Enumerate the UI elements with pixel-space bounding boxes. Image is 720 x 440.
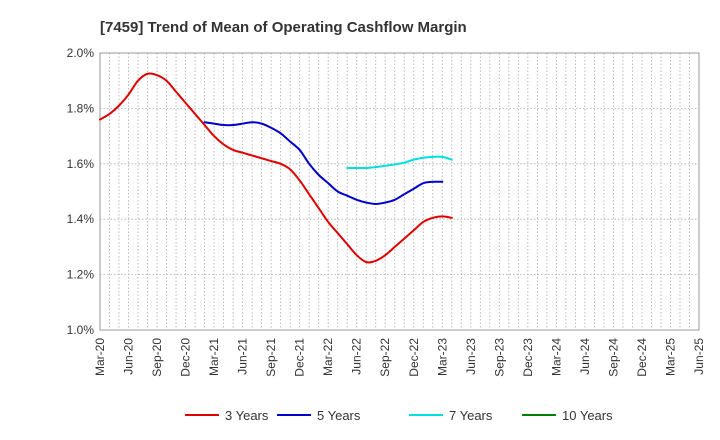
series-line-5-years	[203, 121, 444, 205]
y-tick-label: 2.0%	[67, 46, 95, 60]
x-axis-ticks: Mar-20 Jun-20 Sep-20 Dec-20 Mar-21 Jun-21 Sep-…	[93, 338, 706, 377]
y-tick-label: 1.6%	[67, 157, 95, 171]
x-tick-label: Mar-22	[321, 338, 335, 376]
x-tick-label: Dec-24	[635, 338, 649, 377]
x-tick-label: Sep-21	[264, 338, 278, 377]
legend-label-3-years: 3 Years	[225, 408, 269, 423]
legend: 3 Years 5 Years 7 Years 10 Years	[185, 408, 613, 423]
legend-label-7-years: 7 Years	[449, 408, 493, 423]
series-line-7-years	[346, 155, 453, 170]
x-tick-label: Jun-23	[464, 338, 478, 375]
x-tick-label: Mar-25	[663, 338, 677, 376]
x-tick-label: Mar-23	[435, 338, 449, 376]
legend-label-10-years: 10 Years	[562, 408, 613, 423]
x-tick-label: Jun-25	[692, 338, 706, 375]
plot-frame	[99, 52, 700, 331]
chart-title: [7459] Trend of Mean of Operating Cashfl…	[100, 19, 467, 36]
grid-layer	[100, 53, 699, 330]
x-tick-label: Mar-20	[93, 338, 107, 376]
y-tick-label: 1.2%	[67, 268, 95, 282]
x-tick-label: Jun-20	[122, 338, 136, 375]
x-tick-label: Sep-24	[606, 338, 620, 377]
x-tick-label: Sep-22	[378, 338, 392, 377]
x-tick-label: Dec-23	[521, 338, 535, 377]
x-tick-label: Dec-22	[407, 338, 421, 377]
y-tick-label: 1.8%	[67, 101, 95, 115]
y-axis-ticks: 1.0% 1.2% 1.4% 1.6% 1.8% 2.0%	[67, 46, 95, 337]
series-line-3-years	[99, 72, 453, 264]
series-layer	[99, 72, 453, 264]
x-tick-label: Jun-21	[236, 338, 250, 375]
x-tick-label: Dec-21	[293, 338, 307, 377]
x-tick-label: Mar-24	[549, 338, 563, 376]
y-tick-label: 1.4%	[67, 212, 95, 226]
x-tick-label: Sep-20	[150, 338, 164, 377]
legend-label-5-years: 5 Years	[317, 408, 361, 423]
x-tick-label: Sep-23	[492, 338, 506, 377]
x-tick-label: Mar-21	[207, 338, 221, 376]
x-tick-label: Dec-20	[179, 338, 193, 377]
x-tick-label: Jun-22	[350, 338, 364, 375]
y-tick-label: 1.0%	[67, 323, 95, 337]
x-tick-label: Jun-24	[578, 338, 592, 375]
